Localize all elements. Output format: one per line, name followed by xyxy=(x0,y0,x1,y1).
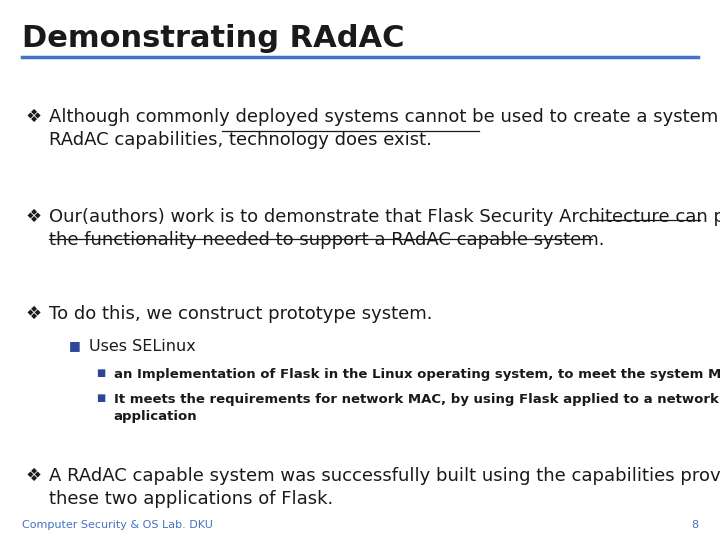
Text: A RAdAC capable system was successfully built using the capabilities provided by: A RAdAC capable system was successfully … xyxy=(49,467,720,508)
Text: Demonstrating RAdAC: Demonstrating RAdAC xyxy=(22,24,404,53)
Text: Uses SELinux: Uses SELinux xyxy=(89,339,195,354)
Text: ❖: ❖ xyxy=(25,108,41,126)
Text: Our(authors) work is to demonstrate that Flask Security Architecture can provide: Our(authors) work is to demonstrate that… xyxy=(49,208,720,249)
Text: ■: ■ xyxy=(96,368,105,379)
Text: ■: ■ xyxy=(96,393,105,403)
Text: ❖: ❖ xyxy=(25,467,41,485)
Text: To do this, we construct prototype system.: To do this, we construct prototype syste… xyxy=(49,305,433,323)
Text: 8: 8 xyxy=(691,520,698,530)
Text: an Implementation of Flask in the Linux operating system, to meet the system MAC: an Implementation of Flask in the Linux … xyxy=(114,368,720,381)
Text: ❖: ❖ xyxy=(25,305,41,323)
Text: Although commonly deployed systems cannot be used to create a system with
RAdAC : Although commonly deployed systems canno… xyxy=(49,108,720,149)
Text: Computer Security & OS Lab. DKU: Computer Security & OS Lab. DKU xyxy=(22,520,212,530)
Text: ❖: ❖ xyxy=(25,208,41,226)
Text: It meets the requirements for network MAC, by using Flask applied to a network
a: It meets the requirements for network MA… xyxy=(114,393,719,423)
Text: ■: ■ xyxy=(68,339,80,352)
